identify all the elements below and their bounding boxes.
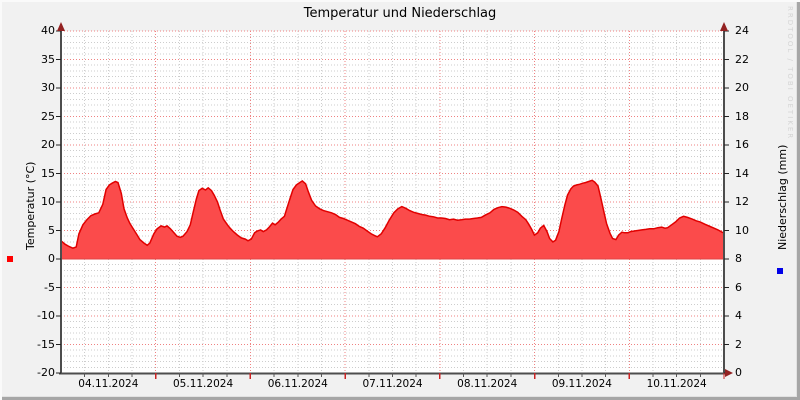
y-right-axis-title: Niederschlag (mm) [776,144,789,250]
y-right-tick-label: 18 [735,109,749,123]
chart-title: Temperatur und Niederschlag [303,6,497,21]
y-left-axis-arrow-icon [57,22,65,31]
y-left-tick-label: 30 [41,81,55,94]
y-right-tick-label: 10 [735,223,749,237]
x-date-tick-label: 10.11.2024 [646,378,707,390]
y-right-tick-label: 0 [735,366,742,379]
x-date-tick-label: 06.11.2024 [267,378,328,390]
precipitation-legend-swatch-icon [777,268,783,274]
temperature-area [61,180,724,259]
y-left-tick-label: 10 [41,195,55,208]
y-right-tick-label: 4 [735,309,742,322]
temperature-line [60,179,725,250]
temperature-legend-swatch-icon [7,256,13,262]
rrdtool-watermark: RRDTOOL / TOBI OETIKER [786,6,794,141]
y-right-tick-label: 8 [735,252,742,265]
y-left-tick-label: 0 [48,252,55,265]
y-left-tick-label: 5 [48,223,55,237]
y-right-tick-label: 14 [735,166,749,180]
y-left-tick-label: -10 [37,309,55,322]
y-left-axis-title: Temperatur (°C) [24,161,37,250]
y-right-tick-label: 12 [735,195,749,208]
y-right-tick-label: 22 [735,52,749,66]
y-left-tick-label: -15 [37,337,55,351]
y-left-tick-label: 35 [41,52,55,66]
x-date-tick-label: 05.11.2024 [173,378,234,390]
y-right-tick-label: 24 [735,24,749,37]
y-left-tick-label: 25 [41,109,55,123]
y-left-tick-label: -5 [44,280,55,294]
x-axis-arrow-icon [725,369,733,377]
x-date-tick-label: 08.11.2024 [457,378,518,390]
y-left-tick-label: 15 [41,166,55,180]
y-right-tick-label: 2 [735,337,742,351]
x-date-tick-label: 04.11.2024 [78,378,139,390]
y-right-tick-label: 20 [735,81,749,94]
y-right-tick-label: 16 [735,138,749,151]
x-date-tick-label: 09.11.2024 [551,378,612,390]
y-left-tick-label: 40 [41,24,55,37]
y-right-axis-arrow-icon [720,22,728,31]
x-date-tick-label: 07.11.2024 [362,378,423,390]
y-left-tick-label: -20 [37,366,55,379]
y-right-tick-label: 6 [735,280,742,294]
y-left-tick-label: 20 [41,138,55,151]
